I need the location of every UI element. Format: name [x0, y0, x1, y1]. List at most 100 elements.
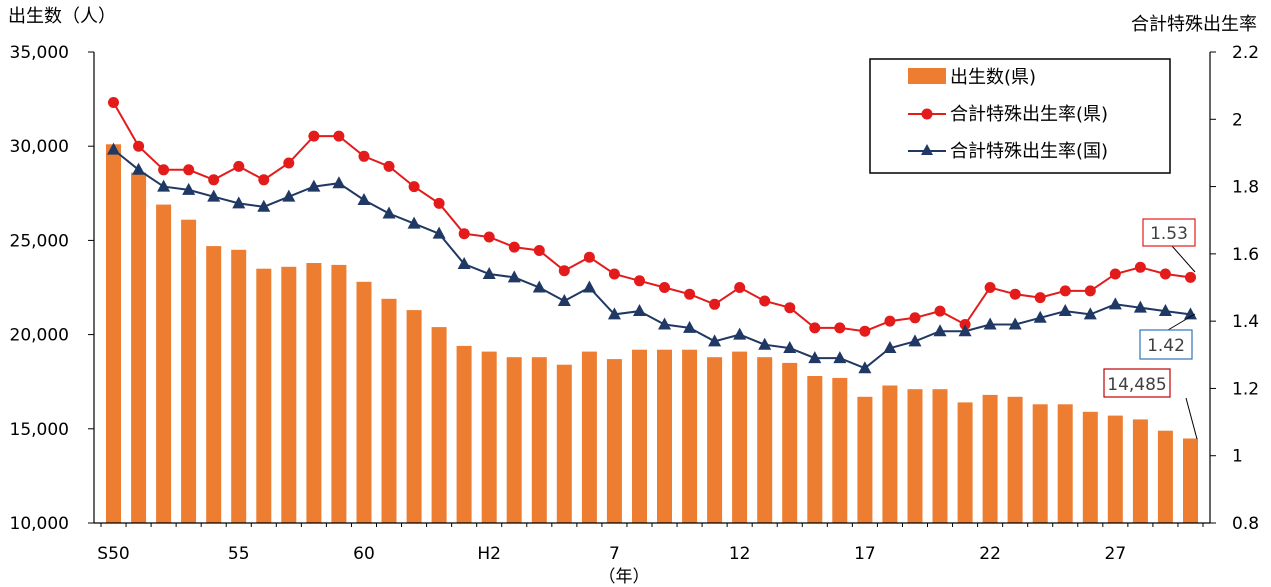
point-rate-national — [407, 216, 421, 229]
point-rate-pref — [458, 228, 470, 240]
point-rate-national — [658, 317, 672, 330]
point-rate-pref — [1109, 268, 1121, 280]
callout-text-rate-national: 1.42 — [1147, 336, 1185, 356]
point-rate-national — [733, 327, 747, 340]
bar — [281, 266, 297, 523]
bar — [306, 263, 322, 523]
bar — [1157, 430, 1173, 523]
bar — [932, 389, 948, 523]
left-tick-label: 25,000 — [10, 231, 69, 251]
callout-leader-births — [1185, 397, 1198, 440]
point-rate-pref — [1159, 268, 1171, 280]
point-rate-national — [1008, 317, 1022, 330]
point-rate-pref — [133, 140, 145, 152]
bar — [1082, 411, 1098, 523]
point-rate-national — [1083, 307, 1097, 320]
point-rate-national — [507, 270, 521, 283]
bar — [682, 349, 698, 523]
bar — [757, 357, 773, 523]
point-rate-national — [683, 320, 697, 333]
point-rate-national — [708, 334, 722, 347]
bar — [406, 310, 422, 523]
line-rate-national — [112, 148, 1191, 370]
point-rate-pref — [608, 268, 620, 280]
point-rate-national — [758, 337, 772, 350]
point-rate-national — [582, 280, 596, 293]
x-tick-label: 27 — [1105, 544, 1127, 564]
bar — [907, 389, 923, 523]
right-axis-title: 合計特殊出生率 — [1131, 14, 1257, 35]
point-rate-pref — [1185, 271, 1196, 283]
point-rate-national — [432, 226, 446, 239]
bar — [632, 349, 647, 523]
point-rate-national — [307, 179, 321, 192]
x-tick-label: 60 — [353, 544, 375, 564]
point-rate-national — [232, 196, 246, 209]
bar — [506, 357, 522, 523]
legend: 出生数(県) 合計特殊出生率(県) 合計特殊出生率(国) — [869, 58, 1171, 174]
point-rate-national — [332, 176, 346, 189]
left-tick-label: 10,000 — [10, 514, 69, 534]
point-rate-national — [457, 256, 471, 269]
point-rate-national — [1033, 310, 1047, 323]
callout-rate-national: 1.42 — [1139, 313, 1196, 360]
x-axis-unit-label: （年） — [599, 567, 650, 587]
bar — [807, 376, 823, 523]
point-rate-pref — [884, 315, 896, 327]
bar — [431, 327, 447, 523]
legend-label-births: 出生数(県) — [950, 67, 1036, 88]
point-rate-national — [883, 341, 897, 354]
point-rate-pref — [909, 312, 921, 324]
point-rate-pref — [533, 245, 545, 256]
point-rate-national — [833, 351, 847, 364]
bar — [1107, 415, 1123, 523]
point-rate-pref — [834, 322, 846, 334]
legend-label-rate-national: 合計特殊出生率(国) — [950, 141, 1108, 162]
bar — [381, 298, 397, 523]
point-rate-pref — [934, 305, 946, 317]
bar — [882, 385, 898, 523]
point-rate-pref — [984, 282, 996, 293]
bar — [456, 345, 472, 523]
bar — [832, 377, 848, 523]
right-tick-label: 0.8 — [1232, 514, 1259, 534]
right-tick-label: 1.2 — [1232, 379, 1259, 399]
right-tick-label: 1.4 — [1232, 312, 1259, 332]
point-rate-pref — [1084, 285, 1096, 297]
point-rate-pref — [1009, 288, 1021, 300]
point-rate-pref — [759, 295, 771, 307]
point-rate-national — [1133, 300, 1147, 313]
point-rate-national — [282, 189, 296, 202]
point-rate-national — [382, 206, 396, 219]
point-rate-pref — [583, 251, 595, 263]
point-rate-pref — [734, 282, 746, 293]
bar — [957, 402, 973, 523]
point-rate-national — [532, 280, 546, 293]
bar — [782, 362, 798, 523]
bar — [657, 349, 672, 523]
point-rate-national — [132, 162, 146, 175]
bar — [331, 264, 347, 523]
bar — [1183, 438, 1198, 523]
point-rate-national — [783, 341, 797, 354]
right-tick-label: 1.8 — [1232, 178, 1259, 198]
point-rate-national — [607, 307, 621, 320]
bar — [1132, 419, 1148, 523]
callout-leader-rate-national — [1167, 313, 1196, 331]
point-rate-pref — [483, 231, 495, 243]
point-rate-pref — [859, 325, 871, 337]
bar — [556, 364, 572, 523]
point-rate-national — [257, 199, 271, 212]
left-tick-label: 30,000 — [10, 137, 69, 157]
legend-marker-rate-national — [921, 144, 933, 155]
point-rate-national — [858, 361, 872, 374]
bar — [531, 357, 547, 523]
x-tick-label: 12 — [729, 544, 751, 564]
bar — [1057, 404, 1073, 523]
right-tick-label: 2 — [1232, 110, 1243, 130]
point-rate-pref — [1059, 285, 1071, 297]
point-rate-national — [182, 182, 196, 195]
tick-labels: 10,000 15,000 20,000 25,000 30,000 35,000 0.8 1… — [10, 43, 1260, 564]
callout-box-rate-national — [1139, 329, 1193, 360]
